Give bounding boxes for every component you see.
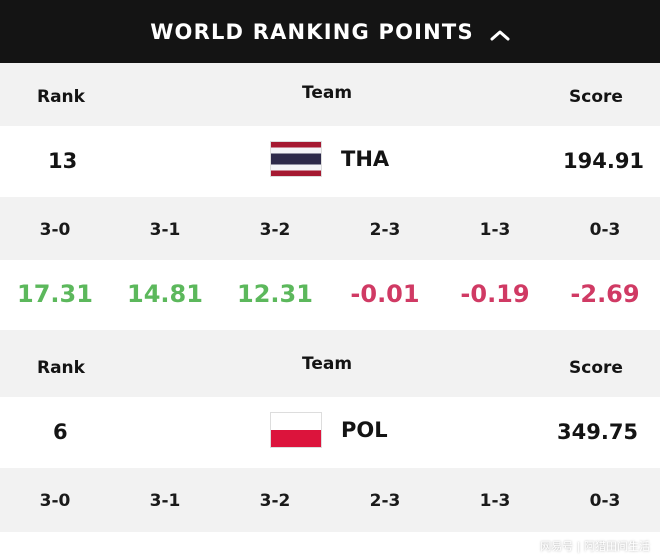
column-header-row: Rank Team Score: [0, 330, 660, 397]
result-label: 2-3: [330, 491, 440, 511]
result-values-row: 17.31 14.81 12.31 -0.01 -0.19 -2.69: [0, 260, 660, 330]
team-identity: THA: [271, 142, 389, 176]
score-column-label: Score: [569, 358, 623, 378]
team-identity: POL: [271, 413, 388, 447]
team-column-label: Team: [302, 354, 352, 374]
rank-column-label: Rank: [37, 358, 85, 378]
team-code: POL: [341, 418, 388, 442]
result-label: 0-3: [550, 220, 660, 240]
result-value: -0.19: [440, 280, 550, 308]
team-rank: 6: [53, 420, 68, 444]
result-label: 3-2: [220, 220, 330, 240]
result-labels-row: 3-0 3-1 3-2 2-3 1-3 0-3: [0, 197, 660, 260]
result-label: 3-2: [220, 491, 330, 511]
chevron-up-icon[interactable]: [490, 26, 510, 38]
result-labels-row: 3-0 3-1 3-2 2-3 1-3 0-3: [0, 468, 660, 532]
team-code: THA: [341, 147, 389, 171]
result-label: 2-3: [330, 220, 440, 240]
team-row-pol: 6 POL 349.75: [0, 397, 660, 468]
team-score: 349.75: [557, 420, 638, 444]
result-label: 1-3: [440, 491, 550, 511]
column-header-row: Rank Team Score: [0, 63, 660, 126]
result-value: 17.31: [0, 280, 110, 308]
ranking-points-header[interactable]: WORLD RANKING POINTS: [0, 0, 660, 63]
team-rank: 13: [48, 149, 77, 173]
result-label: 3-1: [110, 491, 220, 511]
result-label: 3-0: [0, 220, 110, 240]
result-value: 12.31: [220, 280, 330, 308]
thailand-flag-icon: [271, 142, 321, 176]
result-label: 3-0: [0, 491, 110, 511]
rank-column-label: Rank: [37, 87, 85, 107]
result-value: 14.81: [110, 280, 220, 308]
team-row-tha: 13 THA 194.91: [0, 126, 660, 197]
result-label: 1-3: [440, 220, 550, 240]
team-score: 194.91: [563, 149, 644, 173]
result-label: 3-1: [110, 220, 220, 240]
score-column-label: Score: [569, 87, 623, 107]
result-value: -0.01: [330, 280, 440, 308]
team-column-label: Team: [302, 83, 352, 103]
result-label: 0-3: [550, 491, 660, 511]
result-value: -2.69: [550, 280, 660, 308]
poland-flag-icon: [271, 413, 321, 447]
header-title: WORLD RANKING POINTS: [150, 20, 474, 44]
watermark-text: 网易号 | 阿猎田间生活: [540, 538, 650, 554]
